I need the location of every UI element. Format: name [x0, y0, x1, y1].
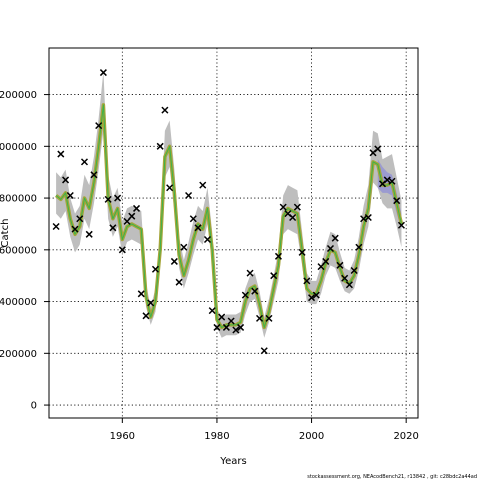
x-axis-title: Years — [219, 456, 246, 467]
observed-point — [303, 277, 311, 285]
observed-point — [213, 323, 221, 331]
estimate-line — [54, 103, 404, 330]
observed-point — [118, 246, 126, 254]
observed-point — [189, 215, 197, 223]
observed-point — [185, 191, 193, 200]
observed-point — [326, 244, 335, 253]
observed-point — [203, 235, 212, 243]
observed-point — [360, 215, 368, 223]
y-tick-label: 200000 — [0, 349, 37, 360]
observed-point — [270, 272, 278, 280]
observed-point — [132, 204, 141, 212]
x-axis: 1960 1980 2000 2020 — [110, 418, 419, 442]
observed-point — [80, 158, 89, 166]
observed-point — [166, 184, 174, 192]
observed-point — [383, 176, 391, 184]
plot-frame — [48, 47, 419, 419]
observed-point — [355, 243, 363, 251]
observed-point — [151, 265, 159, 273]
observed-point — [170, 257, 178, 265]
observed-point — [274, 252, 282, 260]
observed-point — [90, 171, 98, 179]
y-tick-label: 1000000 — [0, 142, 37, 153]
observed-point — [293, 203, 301, 211]
x-tick-label: 1960 — [110, 431, 135, 442]
observed-point — [374, 145, 382, 153]
observed-point — [52, 223, 60, 231]
observed-point — [99, 69, 107, 77]
observed-point — [241, 291, 249, 299]
y-tick-label: 1200000 — [0, 90, 37, 101]
observed-point — [194, 224, 202, 232]
observed-point — [218, 313, 226, 321]
observed-point — [336, 261, 344, 269]
observed-point — [364, 213, 372, 222]
y-tick-label: 800000 — [0, 194, 37, 205]
observed-point — [156, 142, 164, 150]
observed-point — [71, 225, 79, 233]
observed-point — [237, 323, 245, 331]
estimate-line-inner — [55, 104, 402, 328]
observed-point — [104, 195, 112, 203]
observed-point — [62, 176, 70, 184]
observed-point — [279, 203, 287, 211]
observed-point — [397, 221, 405, 229]
observed-point — [147, 299, 155, 307]
observed-point — [260, 347, 268, 355]
estimate-lines — [54, 103, 404, 330]
observed-point — [331, 234, 339, 242]
observed-point — [137, 290, 145, 298]
observed-point — [345, 281, 353, 289]
y-axis-title: Catch — [0, 219, 11, 248]
observed-point — [199, 181, 207, 189]
observed-point — [341, 274, 349, 282]
observed-point — [114, 194, 122, 202]
observed-point — [312, 291, 320, 299]
y-tick-label: 400000 — [0, 297, 37, 308]
observed-point — [232, 326, 240, 334]
observed-point — [322, 257, 330, 265]
observed-point — [350, 266, 358, 275]
y-axis: 0 200000 400000 600000 800000 1000000 1200000 — [0, 90, 49, 412]
observed-point — [95, 122, 103, 130]
observed-point — [251, 287, 259, 295]
observed-point — [142, 312, 150, 320]
observed-point — [388, 177, 396, 185]
observed-point — [175, 278, 183, 286]
observed-point — [308, 294, 316, 302]
x-tick-label: 1980 — [204, 431, 229, 442]
observed-point — [161, 106, 169, 114]
footer-credit: stockassessment.org, NEAcodBench21, r138… — [307, 474, 477, 480]
x-tick-label: 2000 — [299, 431, 324, 442]
y-tick-label: 600000 — [0, 245, 37, 256]
observed-points — [52, 69, 405, 355]
observed-point — [265, 314, 273, 322]
observed-point — [76, 215, 84, 223]
observed-point — [109, 224, 117, 232]
y-tick-label: 0 — [31, 401, 37, 412]
observed-point — [227, 317, 235, 325]
confidence-bands — [56, 71, 402, 338]
forecast-confidence-band — [377, 159, 402, 230]
observed-point — [246, 269, 254, 277]
observed-point — [180, 243, 188, 251]
observed-point — [393, 197, 401, 205]
observed-point — [255, 314, 264, 322]
x-tick-label: 2020 — [393, 431, 418, 442]
observed-point — [208, 307, 216, 315]
observed-point — [289, 213, 297, 222]
observed-point — [298, 248, 306, 256]
observed-point — [222, 323, 230, 331]
observed-point — [57, 150, 65, 158]
observed-point — [66, 191, 74, 200]
observed-point — [128, 212, 136, 220]
observed-point — [85, 230, 93, 238]
